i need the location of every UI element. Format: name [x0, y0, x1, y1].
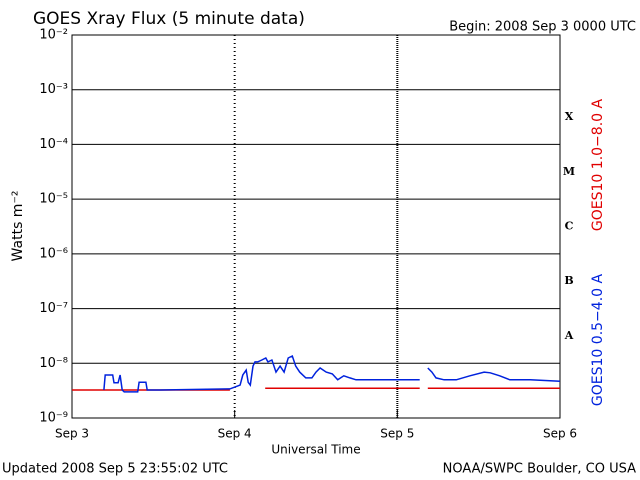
legend-entry: GOES10 0.5−4.0 A [590, 274, 606, 407]
legend-entry: GOES10 1.0−8.0 A [590, 99, 606, 232]
y-tick-label: 10⁻³ [39, 82, 68, 97]
y-axis-label: Watts m⁻² [10, 191, 26, 262]
footer-right: NOAA/SWPC Boulder, CO USA [443, 462, 636, 477]
flare-class: C [565, 220, 574, 233]
y-tick-label: 10⁻² [39, 28, 68, 43]
y-tick-label: 10⁻⁹ [39, 411, 68, 426]
x-axis-label: Universal Time [271, 443, 360, 457]
plot-frame [71, 34, 561, 419]
chart-title: GOES Xray Flux (5 minute data) [33, 9, 305, 29]
y-tick-label: 10⁻⁶ [39, 246, 68, 261]
x-tick-label: Sep 6 [543, 427, 577, 441]
y-tick-label: 10⁻⁴ [39, 137, 68, 152]
series-line [103, 354, 561, 393]
y-tick-label: 10⁻⁵ [39, 192, 68, 207]
x-tick-label: Sep 3 [55, 427, 89, 441]
footer-left: Updated 2008 Sep 5 23:55:02 UTC [2, 462, 228, 477]
x-tick-label: Sep 5 [380, 427, 414, 441]
flare-class: M [563, 165, 575, 178]
flare-class: X [565, 110, 574, 123]
x-tick-label: Sep 4 [218, 427, 252, 441]
y-tick-label: 10⁻⁸ [39, 356, 68, 371]
y-tick-label: 10⁻⁷ [39, 301, 68, 316]
series-line [72, 387, 560, 391]
flare-class: B [564, 274, 573, 287]
flare-class: A [564, 329, 574, 342]
chart-subtitle: Begin: 2008 Sep 3 0000 UTC [449, 20, 636, 35]
